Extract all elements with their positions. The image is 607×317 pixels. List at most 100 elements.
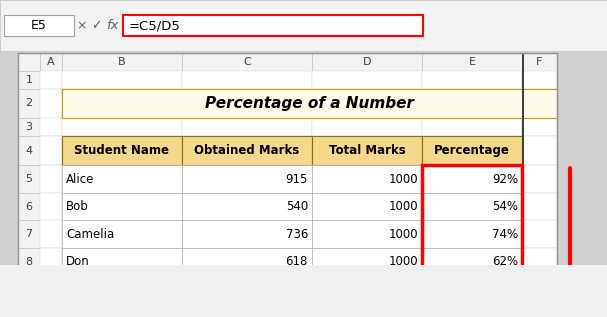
Bar — [18, 88, 40, 118]
Bar — [182, 118, 312, 136]
Bar — [40, 248, 62, 275]
Text: Student Name: Student Name — [75, 144, 169, 157]
Bar — [522, 248, 557, 275]
Bar — [522, 165, 557, 193]
Text: 1000: 1000 — [388, 173, 418, 186]
Bar — [18, 71, 40, 88]
Bar — [422, 193, 522, 220]
Bar — [312, 193, 422, 220]
Bar — [40, 88, 62, 118]
Bar — [62, 248, 182, 275]
Bar — [182, 88, 312, 118]
Bar — [4, 15, 74, 36]
Text: Camelia: Camelia — [66, 228, 114, 241]
Bar — [40, 136, 62, 165]
Text: 1000: 1000 — [388, 283, 418, 296]
Bar — [522, 193, 557, 220]
Bar — [422, 88, 522, 118]
Bar — [312, 220, 422, 248]
Bar — [62, 71, 182, 88]
Bar — [312, 71, 422, 88]
Bar — [522, 88, 557, 118]
Text: 1000: 1000 — [388, 228, 418, 241]
Bar — [312, 165, 422, 193]
Bar — [312, 53, 422, 71]
Bar — [182, 193, 312, 220]
Bar — [312, 88, 422, 118]
Text: Alice: Alice — [66, 173, 94, 186]
Text: ✓: ✓ — [91, 19, 101, 32]
Bar — [18, 303, 40, 317]
Bar — [422, 275, 522, 303]
Bar — [40, 71, 62, 88]
Bar — [40, 118, 62, 136]
Bar — [312, 118, 422, 136]
Bar — [62, 88, 182, 118]
Bar — [18, 118, 40, 136]
Bar — [182, 165, 312, 193]
Bar — [182, 53, 312, 71]
Text: 10: 10 — [22, 307, 36, 317]
Text: 843: 843 — [286, 283, 308, 296]
Bar — [522, 53, 557, 71]
Bar — [422, 220, 522, 248]
Text: 3: 3 — [25, 122, 33, 132]
Text: C: C — [243, 57, 251, 67]
Bar — [62, 303, 182, 317]
Bar — [40, 193, 62, 220]
Bar — [40, 220, 62, 248]
Bar — [40, 275, 62, 303]
Bar — [312, 220, 422, 248]
Bar — [62, 248, 182, 275]
Bar — [422, 53, 522, 71]
Bar — [182, 220, 312, 248]
Text: 1: 1 — [25, 75, 33, 85]
Text: 8: 8 — [25, 257, 33, 267]
Bar — [62, 88, 557, 118]
Text: Obtained Marks: Obtained Marks — [194, 144, 300, 157]
Text: 540: 540 — [286, 200, 308, 213]
Text: 84%: 84% — [492, 283, 518, 296]
Bar — [0, 0, 607, 51]
Bar — [422, 71, 522, 88]
Bar — [422, 118, 522, 136]
Text: 5: 5 — [25, 174, 33, 184]
Bar — [18, 220, 40, 248]
Text: 1000: 1000 — [388, 255, 418, 268]
Bar — [522, 303, 557, 317]
Text: 915: 915 — [286, 173, 308, 186]
Bar — [312, 275, 422, 303]
Bar — [62, 136, 182, 165]
Bar — [182, 165, 312, 193]
Bar — [312, 275, 422, 303]
Bar — [422, 193, 522, 220]
Bar — [182, 193, 312, 220]
Text: ×: × — [76, 19, 87, 32]
Text: 54%: 54% — [492, 200, 518, 213]
Bar — [62, 165, 182, 193]
Bar — [422, 165, 522, 193]
Bar — [62, 118, 182, 136]
Text: F: F — [537, 57, 543, 67]
Bar — [312, 136, 422, 165]
Bar — [422, 165, 522, 193]
Bar — [62, 193, 182, 220]
Text: Percentage of a Number: Percentage of a Number — [205, 96, 414, 111]
Bar — [422, 136, 522, 165]
Text: D: D — [363, 57, 371, 67]
Text: 6: 6 — [25, 202, 33, 212]
Bar — [62, 275, 182, 303]
Text: A: A — [47, 57, 55, 67]
Bar — [18, 53, 557, 295]
Bar — [312, 248, 422, 275]
Text: E: E — [469, 57, 475, 67]
Bar — [40, 165, 62, 193]
Bar — [182, 71, 312, 88]
Text: Bob: Bob — [66, 200, 89, 213]
Text: 62%: 62% — [492, 255, 518, 268]
Text: Total Marks: Total Marks — [328, 144, 405, 157]
Text: 4: 4 — [25, 146, 33, 156]
Bar — [422, 248, 522, 275]
Bar — [18, 53, 555, 71]
Bar — [312, 248, 422, 275]
